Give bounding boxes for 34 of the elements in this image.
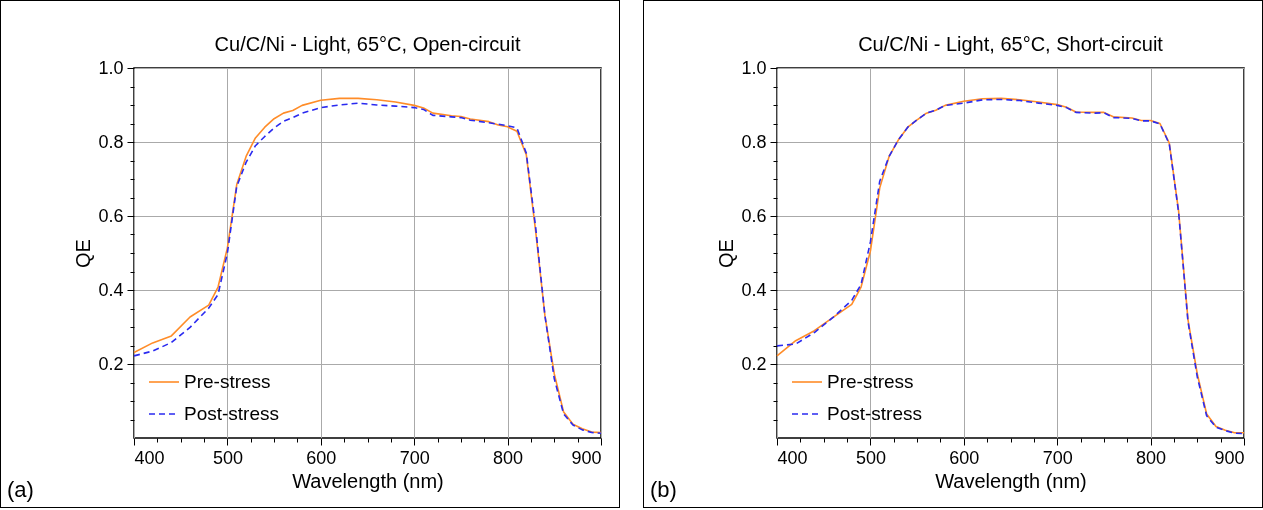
x-axis-title: Wavelength (nm) (935, 469, 1087, 492)
text: (b) (650, 477, 677, 503)
y-tick-label: 1.0 (98, 57, 124, 78)
x-tick-label: 800 (493, 447, 524, 468)
x-tick-label: 600 (306, 447, 337, 468)
x-tick-label: 500 (212, 447, 243, 468)
x-tick-label: 400 (134, 447, 165, 468)
legend-label: Pre-stress (827, 371, 914, 392)
y-tick-label: 0.6 (741, 205, 767, 226)
y-tick-label: 0.8 (98, 131, 124, 152)
y-axis-title: QE (715, 239, 738, 268)
legend-label: Post-stress (827, 403, 923, 424)
x-tick-label: 500 (855, 447, 886, 468)
x-tick-label: 600 (949, 447, 980, 468)
y-axis-title: QE (72, 239, 95, 268)
x-axis-title: Wavelength (nm) (292, 469, 444, 492)
x-tick-label: 900 (571, 447, 602, 468)
y-tick-label: 0.8 (741, 131, 767, 152)
y-tick-label: 0.6 (98, 205, 124, 226)
x-tick-label: 700 (399, 447, 430, 468)
chart-title: Cu/C/Ni - Light, 65°C, Short-circuit (858, 33, 1164, 55)
y-tick-label: 0.4 (98, 279, 124, 300)
x-tick-label: 900 (1214, 447, 1245, 468)
y-tick-label: 0.4 (741, 279, 767, 300)
y-tick-label: 0.2 (741, 353, 767, 374)
x-tick-label: 800 (1136, 447, 1167, 468)
y-tick-label: 0.2 (98, 353, 124, 374)
legend-label: Post-stress (184, 403, 280, 424)
legend-label: Pre-stress (184, 371, 271, 392)
text: (a) (7, 477, 34, 503)
y-tick-label: 1.0 (741, 57, 767, 78)
x-tick-label: 400 (777, 447, 808, 468)
x-tick-label: 700 (1042, 447, 1073, 468)
chart-title: Cu/C/Ni - Light, 65°C, Open-circuit (214, 33, 521, 55)
